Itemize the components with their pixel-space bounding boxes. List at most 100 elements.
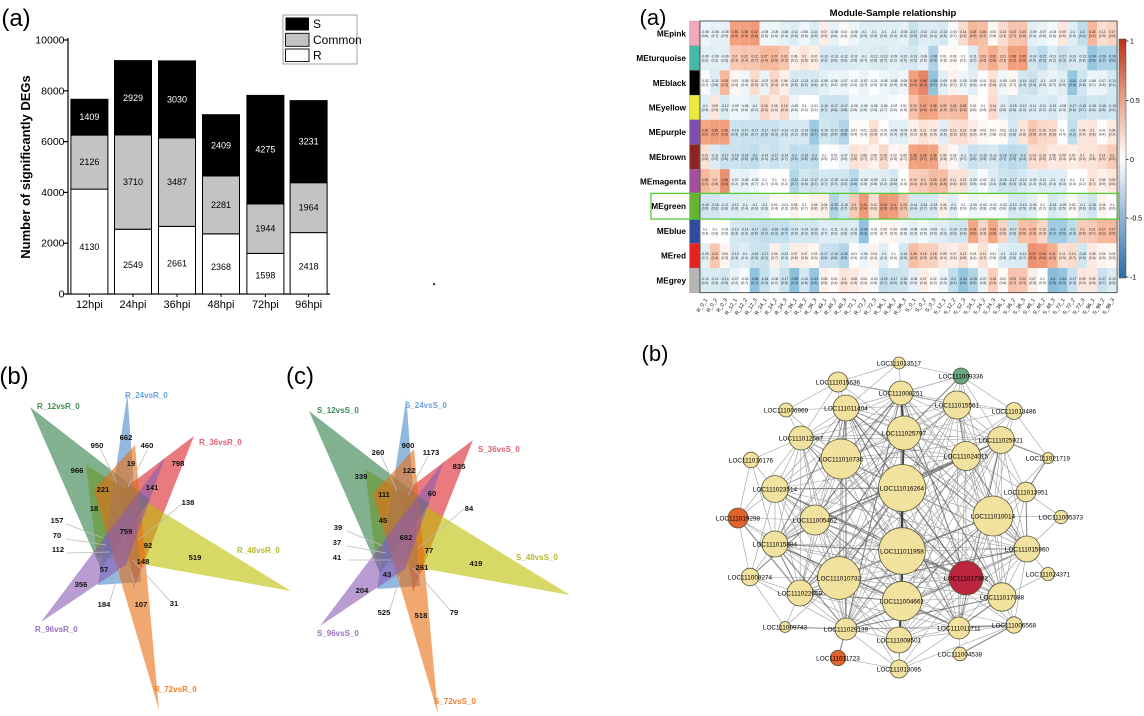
svg-text:-0.13: -0.13	[801, 79, 809, 83]
svg-text:0.22: 0.22	[741, 55, 748, 59]
svg-text:204: 204	[356, 586, 369, 595]
svg-text:(0.4): (0.4)	[910, 207, 917, 211]
svg-text:-0.16: -0.16	[999, 178, 1007, 182]
svg-text:(0.8): (0.8)	[1079, 207, 1086, 211]
svg-text:(0.9): (0.9)	[791, 157, 798, 161]
svg-text:(0.9): (0.9)	[702, 108, 709, 112]
svg-text:LOC111011723: LOC111011723	[816, 655, 860, 662]
svg-text:79: 79	[450, 608, 458, 617]
svg-text:-0.22: -0.22	[1009, 153, 1017, 157]
svg-text:(0.4): (0.4)	[761, 59, 768, 63]
svg-text:LOC111006568: LOC111006568	[992, 622, 1037, 629]
svg-text:(0.4): (0.4)	[1079, 133, 1086, 137]
svg-text:0.48: 0.48	[722, 178, 729, 182]
svg-text:LOC111005462: LOC111005462	[793, 517, 838, 524]
svg-text:(0.9): (0.9)	[811, 231, 818, 235]
svg-text:(0.9): (0.9)	[1059, 83, 1066, 87]
svg-text:-0.18: -0.18	[761, 277, 769, 281]
svg-text:(0.6): (0.6)	[890, 108, 897, 112]
svg-text:(0.9): (0.9)	[930, 207, 937, 211]
svg-text:(0.5): (0.5)	[1039, 83, 1046, 87]
svg-text:0.11: 0.11	[851, 153, 857, 157]
svg-text:(0.6): (0.6)	[880, 34, 887, 38]
svg-text:(0.8): (0.8)	[1099, 108, 1106, 112]
svg-text:(0.5): (0.5)	[870, 108, 877, 112]
svg-text:(0.6): (0.6)	[741, 34, 748, 38]
svg-text:(0.6): (0.6)	[851, 231, 858, 235]
svg-text:-0.17: -0.17	[751, 227, 759, 231]
svg-text:(0.5): (0.5)	[870, 231, 877, 235]
svg-text:S_24vsS_0: S_24vsS_0	[405, 401, 447, 410]
svg-text:-0.13: -0.13	[880, 55, 888, 59]
svg-text:0.01: 0.01	[861, 129, 868, 133]
svg-text:-0.17: -0.17	[1059, 55, 1067, 59]
svg-text:(0.9): (0.9)	[1099, 256, 1106, 260]
svg-text:(0.8): (0.8)	[990, 133, 997, 137]
svg-text:-0.1: -0.1	[861, 55, 867, 59]
svg-text:Common: Common	[313, 33, 362, 47]
svg-text:(0.9): (0.9)	[1099, 34, 1106, 38]
svg-text:-0.5: -0.5	[1130, 216, 1142, 223]
svg-text:(0.3): (0.3)	[1059, 281, 1066, 285]
svg-text:0.22: 0.22	[712, 252, 719, 256]
svg-text:-0.17: -0.17	[840, 104, 848, 108]
svg-text:(0.9): (0.9)	[910, 83, 917, 87]
svg-text:(0.3): (0.3)	[880, 83, 887, 87]
svg-text:-0.14: -0.14	[1019, 79, 1027, 83]
svg-text:(0.3): (0.3)	[731, 256, 738, 260]
svg-text:0.34: 0.34	[970, 227, 977, 231]
svg-text:0.08: 0.08	[1089, 252, 1096, 256]
svg-text:0.11: 0.11	[980, 252, 986, 256]
svg-text:0.56: 0.56	[920, 79, 927, 83]
svg-text:0.02: 0.02	[841, 30, 848, 34]
svg-text:(0.8): (0.8)	[791, 256, 798, 260]
svg-text:0.1: 0.1	[762, 178, 767, 182]
svg-text:(0.6): (0.6)	[1000, 281, 1007, 285]
svg-text:-0.15: -0.15	[1079, 252, 1087, 256]
svg-text:0.08: 0.08	[1109, 129, 1116, 133]
svg-text:-0.11: -0.11	[850, 55, 857, 59]
svg-text:-0.08: -0.08	[1059, 104, 1067, 108]
svg-text:0.34: 0.34	[990, 227, 997, 231]
svg-text:0.04: 0.04	[1099, 203, 1106, 207]
svg-text:(0.8): (0.8)	[1000, 182, 1007, 186]
svg-text:0.21: 0.21	[1089, 227, 1096, 231]
svg-text:(0.6): (0.6)	[851, 157, 858, 161]
svg-text:LOC111013095: LOC111013095	[877, 666, 922, 673]
svg-text:0.15: 0.15	[980, 227, 987, 231]
svg-text:4275: 4275	[255, 145, 275, 155]
svg-text:-0.01: -0.01	[880, 129, 888, 133]
svg-text:(0.5): (0.5)	[1059, 231, 1066, 235]
svg-text:(0.2): (0.2)	[1049, 59, 1056, 63]
svg-text:261: 261	[416, 563, 429, 572]
svg-text:(0.3): (0.3)	[930, 256, 937, 260]
svg-text:(0.4): (0.4)	[910, 182, 917, 186]
svg-text:-0.1: -0.1	[960, 153, 966, 157]
svg-text:0.15: 0.15	[1039, 227, 1046, 231]
svg-text:0.23: 0.23	[1010, 277, 1017, 281]
svg-text:-0.05: -0.05	[850, 104, 858, 108]
svg-text:(0.5): (0.5)	[801, 182, 808, 186]
svg-text:-0.09: -0.09	[930, 227, 938, 231]
svg-text:0.09: 0.09	[1059, 30, 1066, 34]
svg-text:0.12: 0.12	[871, 129, 878, 133]
svg-text:(0.2): (0.2)	[960, 133, 967, 137]
svg-text:-0.1: -0.1	[821, 227, 827, 231]
svg-text:(0.2): (0.2)	[1009, 59, 1016, 63]
svg-text:(0.2): (0.2)	[851, 207, 858, 211]
svg-text:(0.7): (0.7)	[930, 83, 937, 87]
svg-text:(0.4): (0.4)	[1019, 157, 1026, 161]
svg-text:(0.6): (0.6)	[970, 231, 977, 235]
svg-text:(0.6): (0.6)	[890, 256, 897, 260]
svg-text:0.38: 0.38	[741, 30, 748, 34]
svg-text:(0.8): (0.8)	[721, 157, 728, 161]
svg-text:-0.09: -0.09	[701, 252, 709, 256]
svg-text:(0.2): (0.2)	[1109, 133, 1116, 137]
svg-text:(0.2): (0.2)	[1099, 59, 1106, 63]
svg-text:0.01: 0.01	[851, 129, 858, 133]
svg-text:0.06: 0.06	[771, 252, 778, 256]
svg-text:(0.6): (0.6)	[1000, 207, 1007, 211]
svg-text:-0.09: -0.09	[711, 55, 719, 59]
svg-text:-0.19: -0.19	[781, 227, 789, 231]
svg-text:0.23: 0.23	[910, 104, 917, 108]
